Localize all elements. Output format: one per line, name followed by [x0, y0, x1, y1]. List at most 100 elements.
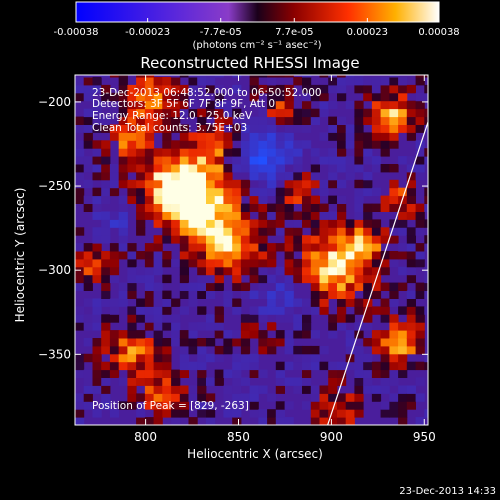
heatmap-cell: [354, 282, 364, 291]
heatmap-cell: [267, 132, 277, 141]
heatmap-cell: [302, 361, 312, 371]
heatmap-cell: [118, 100, 128, 110]
heatmap-cell: [144, 417, 155, 425]
heatmap-cell: [389, 330, 399, 339]
heatmap-cell: [302, 377, 312, 386]
heatmap-cell: [371, 385, 382, 394]
heatmap-cell: [363, 314, 373, 323]
heatmap-cell: [345, 243, 355, 252]
heatmap-cell: [363, 243, 373, 252]
heatmap-cell: [232, 401, 242, 410]
heatmap-cell: [389, 338, 399, 347]
heatmap-cell: [153, 345, 163, 355]
heatmap-cell: [92, 140, 102, 149]
heatmap-cell: [267, 345, 277, 355]
heatmap-cell: [258, 171, 268, 181]
heatmap-cell: [345, 401, 355, 410]
heatmap-cell: [275, 187, 285, 197]
heatmap-cell: [415, 306, 425, 315]
heatmap-cell: [197, 164, 207, 173]
heatmap-cell: [424, 243, 428, 252]
heatmap-cell: [206, 393, 216, 402]
heatmap-cell: [162, 179, 172, 189]
heatmap-cell: [171, 330, 181, 339]
heatmap-cell: [109, 338, 120, 347]
heatmap-cell: [127, 322, 137, 331]
heatmap-cell: [188, 385, 198, 394]
heatmap-cell: [258, 164, 268, 173]
heatmap-cell: [179, 100, 189, 110]
heatmap-cell: [188, 75, 198, 78]
heatmap-cell: [162, 235, 172, 244]
heatmap-cell: [188, 361, 198, 371]
heatmap-cell: [214, 148, 224, 157]
heatmap-cell: [345, 330, 355, 339]
heatmap-cell: [179, 369, 189, 378]
heatmap-cell: [284, 203, 294, 212]
heatmap-cell: [389, 314, 399, 323]
heatmap-cell: [380, 92, 390, 102]
heatmap-cell: [101, 345, 111, 355]
heatmap-cell: [197, 361, 207, 371]
heatmap-cell: [197, 77, 207, 86]
colorbar-tick-label: 0.00038: [418, 27, 459, 38]
heatmap-cell: [354, 385, 364, 394]
heatmap-cell: [284, 195, 294, 204]
heatmap-cell: [118, 195, 128, 204]
heatmap-cell: [275, 369, 285, 378]
heatmap-cell: [275, 266, 285, 276]
heatmap-cell: [223, 251, 233, 260]
heatmap-cell: [153, 361, 163, 371]
heatmap-cell: [144, 353, 155, 363]
heatmap-cell: [171, 401, 181, 410]
heatmap-cell: [424, 148, 428, 157]
heatmap-cell: [171, 100, 181, 110]
heatmap-cell: [319, 132, 329, 141]
heatmap-cell: [101, 84, 111, 94]
heatmap-cell: [240, 322, 251, 331]
heatmap-cell: [83, 195, 93, 204]
heatmap-cell: [389, 77, 399, 86]
heatmap-cell: [109, 314, 120, 323]
heatmap-cell: [293, 330, 303, 339]
heatmap-cell: [214, 124, 224, 133]
heatmap-cell: [144, 116, 155, 125]
heatmap-cell: [337, 282, 347, 291]
heatmap-cell: [249, 385, 259, 394]
heatmap-cell: [275, 401, 285, 410]
heatmap-cell: [223, 345, 233, 355]
heatmap-cell: [232, 124, 242, 133]
heatmap-cell: [275, 306, 285, 315]
heatmap-cell: [214, 306, 224, 315]
heatmap-cell: [153, 243, 163, 252]
heatmap-cell: [75, 266, 85, 276]
heatmap-cell: [144, 243, 155, 252]
heatmap-cell: [398, 385, 408, 394]
heatmap-cell: [197, 227, 207, 236]
heatmap-cell: [319, 385, 329, 394]
heatmap-cell: [310, 330, 320, 339]
heatmap-cell: [75, 369, 85, 378]
heatmap-cell: [406, 132, 416, 141]
heatmap-cell: [197, 124, 207, 133]
heatmap-cell: [75, 187, 85, 197]
heatmap-cell: [206, 409, 216, 418]
heatmap-cell: [406, 401, 416, 410]
heatmap-cell: [162, 195, 172, 204]
heatmap-cell: [223, 385, 233, 394]
colorbar: -0.00038 -0.00023 -7.7e-05 7.7e-05 0.00023 0.…: [54, 1, 460, 51]
heatmap-cell: [389, 92, 399, 102]
heatmap-cell: [206, 322, 216, 331]
heatmap-cell: [136, 227, 146, 236]
heatmap-cell: [319, 156, 329, 165]
heatmap-cell: [310, 298, 320, 307]
annotation-energy: Energy Range: 12.0 - 25.0 keV: [92, 110, 253, 122]
heatmap-cell: [179, 353, 189, 363]
heatmap-cell: [363, 140, 373, 149]
heatmap-cell: [101, 227, 111, 236]
heatmap-cell: [415, 393, 425, 402]
heatmap-cell: [127, 345, 137, 355]
heatmap-cell: [371, 203, 382, 212]
heatmap-cell: [75, 251, 85, 260]
